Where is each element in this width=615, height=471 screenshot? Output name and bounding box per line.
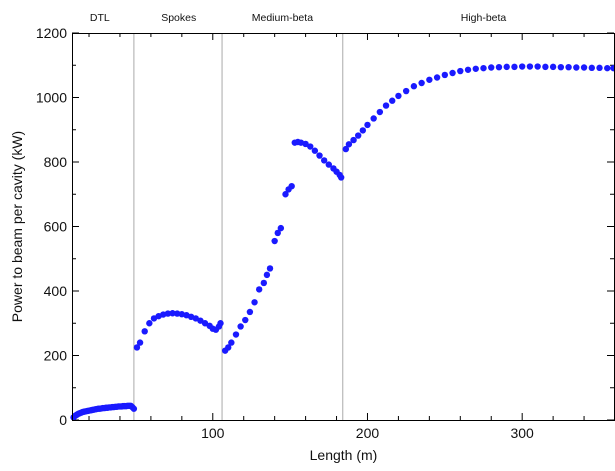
data-point bbox=[376, 108, 384, 116]
y-tick-label: 0 bbox=[59, 412, 67, 428]
data-point bbox=[260, 279, 268, 287]
data-point bbox=[350, 136, 357, 144]
data-point bbox=[266, 265, 274, 272]
data-point bbox=[225, 344, 232, 351]
data-point bbox=[542, 63, 549, 71]
data-point bbox=[410, 83, 418, 90]
data-point bbox=[251, 299, 258, 306]
data-point bbox=[610, 64, 615, 72]
x-axis-title: Length (m) bbox=[310, 447, 378, 463]
x-tick-label: 300 bbox=[510, 425, 534, 441]
data-point bbox=[472, 65, 479, 72]
data-point bbox=[263, 271, 271, 279]
data-point bbox=[511, 63, 518, 71]
data-point bbox=[464, 66, 472, 73]
data-point bbox=[395, 92, 402, 100]
data-point bbox=[307, 143, 314, 150]
data-point bbox=[316, 152, 323, 159]
data-point bbox=[164, 310, 172, 317]
y-tick-label: 400 bbox=[44, 283, 68, 299]
axis-ticks bbox=[72, 32, 615, 421]
x-tick-label: 100 bbox=[201, 425, 225, 441]
data-point bbox=[426, 76, 433, 83]
data-point bbox=[337, 174, 345, 181]
data-point bbox=[573, 64, 580, 71]
data-point bbox=[146, 320, 153, 327]
data-point bbox=[480, 64, 487, 72]
data-point bbox=[370, 115, 377, 122]
data-point bbox=[133, 344, 141, 351]
data-point bbox=[596, 64, 603, 72]
data-point bbox=[488, 64, 495, 71]
data-point bbox=[518, 63, 526, 70]
data-point bbox=[457, 67, 464, 75]
data-point bbox=[136, 339, 144, 346]
data-point bbox=[320, 157, 328, 164]
data-point bbox=[242, 316, 249, 324]
section-label: Medium-beta bbox=[252, 12, 313, 24]
tick-labels: 0 200 400 600 800 1000 1200 100 200 300 bbox=[36, 25, 534, 441]
data-point bbox=[580, 64, 588, 71]
data-point bbox=[534, 63, 541, 70]
y-tick-label: 1200 bbox=[36, 25, 67, 41]
data-point bbox=[271, 237, 278, 245]
data-point bbox=[354, 132, 362, 139]
data-point bbox=[495, 63, 503, 71]
data-point bbox=[441, 71, 449, 79]
y-tick-label: 1000 bbox=[36, 90, 67, 106]
data-point bbox=[141, 328, 148, 335]
data-point bbox=[557, 63, 565, 71]
x-tick-label: 200 bbox=[356, 425, 380, 441]
section-label: Spokes bbox=[161, 12, 196, 24]
data-point bbox=[433, 74, 441, 81]
data-point bbox=[274, 229, 281, 237]
data-point bbox=[342, 145, 350, 153]
data-point bbox=[418, 79, 425, 87]
data-point bbox=[565, 63, 572, 71]
data-point bbox=[382, 102, 390, 109]
data-point bbox=[389, 97, 396, 104]
data-points bbox=[70, 63, 615, 421]
data-point bbox=[449, 69, 456, 77]
data-point bbox=[169, 310, 176, 317]
section-label: High-beta bbox=[461, 12, 507, 24]
data-point bbox=[130, 405, 138, 412]
data-point bbox=[282, 191, 289, 198]
data-point bbox=[277, 224, 285, 232]
data-point bbox=[526, 63, 534, 70]
section-labels: DTL Spokes Medium-beta High-beta bbox=[90, 12, 507, 24]
y-tick-label: 200 bbox=[44, 348, 68, 364]
plot-frame bbox=[72, 33, 615, 421]
y-tick-label: 800 bbox=[44, 154, 68, 170]
data-point bbox=[288, 182, 295, 190]
data-point bbox=[255, 286, 263, 293]
data-point bbox=[237, 323, 244, 330]
data-point bbox=[325, 161, 333, 168]
y-axis-title: Power to beam per cavity (kW) bbox=[9, 131, 25, 322]
data-point bbox=[604, 64, 611, 72]
data-point bbox=[246, 308, 254, 316]
data-point bbox=[232, 331, 240, 338]
data-point bbox=[359, 127, 367, 134]
section-label: DTL bbox=[90, 12, 110, 24]
data-point bbox=[311, 147, 319, 154]
y-tick-label: 600 bbox=[44, 219, 68, 235]
data-point bbox=[228, 339, 235, 346]
data-point bbox=[217, 320, 224, 327]
data-point bbox=[345, 141, 353, 148]
data-point bbox=[503, 63, 510, 71]
data-point bbox=[402, 87, 410, 95]
section-boundaries bbox=[133, 33, 344, 420]
data-point bbox=[364, 121, 371, 129]
data-point bbox=[588, 64, 595, 72]
data-point bbox=[549, 63, 557, 71]
